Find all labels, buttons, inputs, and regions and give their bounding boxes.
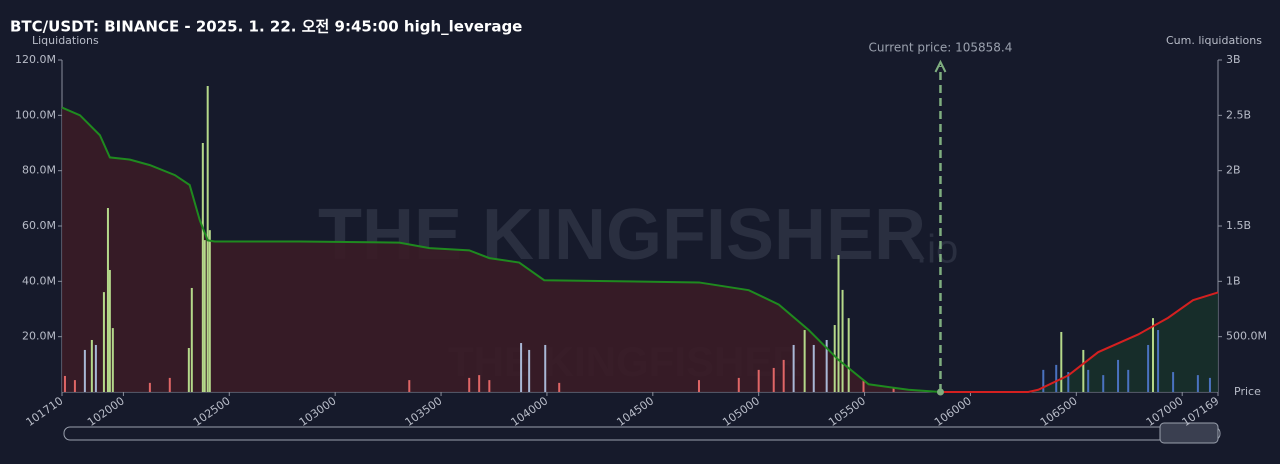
bar <box>1147 344 1150 392</box>
bar <box>782 359 785 392</box>
y2-tick-label: 1.5B <box>1226 219 1251 232</box>
bar <box>1208 377 1211 392</box>
y-tick-label: 100.0M <box>15 108 56 121</box>
y2-axis-label: Cum. liquidations <box>1166 34 1262 47</box>
bar <box>203 240 206 392</box>
y-tick-label: 60.0M <box>22 219 56 232</box>
y-tick-label: 120.0M <box>15 53 56 66</box>
bar <box>862 380 865 392</box>
plot <box>58 59 1222 396</box>
bar <box>1060 331 1063 392</box>
scrollbar[interactable] <box>63 426 1221 441</box>
bar <box>106 208 109 392</box>
bar <box>1151 318 1154 392</box>
cum-area <box>62 107 941 392</box>
y-tick-label: 80.0M <box>22 164 56 177</box>
bar <box>478 375 481 392</box>
bar <box>1067 372 1070 392</box>
bar <box>111 328 114 392</box>
bar <box>757 369 760 392</box>
bar <box>1172 372 1175 392</box>
bar <box>837 255 840 392</box>
current-price-arrow <box>934 59 947 73</box>
bar <box>1082 349 1085 392</box>
bar <box>208 230 211 392</box>
watermark-suffix: .io <box>916 228 958 272</box>
current-price-label: Current price: 105858.4 <box>869 41 1013 55</box>
bar <box>488 380 491 392</box>
bar <box>190 287 193 392</box>
bar <box>737 377 740 392</box>
bar <box>841 289 844 392</box>
bar <box>201 143 204 392</box>
y2-tick-label: 2.5B <box>1226 108 1251 121</box>
y-tick-label: 20.0M <box>22 330 56 343</box>
bar <box>825 339 828 392</box>
bar <box>544 344 547 392</box>
bar <box>1117 359 1120 392</box>
y-tick-label: 40.0M <box>22 274 56 287</box>
bar <box>520 343 523 392</box>
scrollbar-handle[interactable] <box>1159 422 1219 444</box>
bar <box>408 380 411 392</box>
bar <box>697 380 700 392</box>
y2-tick-label: 1B <box>1226 274 1241 287</box>
x-axis-label: Price <box>1234 385 1261 398</box>
cum-line <box>940 291 1219 393</box>
bar <box>1055 364 1058 392</box>
y-axis-label: Liquidations <box>32 34 99 47</box>
bar <box>847 318 850 392</box>
bar <box>63 375 66 392</box>
bar <box>1157 330 1160 392</box>
y2-tick-label: 500.0M <box>1226 330 1267 343</box>
bar <box>528 349 531 392</box>
bar <box>558 382 561 392</box>
bar <box>833 325 836 392</box>
bar <box>73 380 76 392</box>
bar <box>772 367 775 392</box>
bar <box>1042 369 1045 392</box>
bar <box>892 388 895 392</box>
bar <box>468 377 471 392</box>
bar <box>90 339 93 392</box>
bar <box>1196 375 1199 392</box>
bar <box>1102 375 1105 392</box>
bar <box>94 344 97 392</box>
bar <box>812 344 815 392</box>
bar <box>168 377 171 392</box>
bar <box>803 330 806 392</box>
cum-line <box>61 106 941 393</box>
bar <box>1087 369 1090 392</box>
y2-tick-label: 2B <box>1226 164 1241 177</box>
bar <box>102 292 105 392</box>
bar <box>792 344 795 392</box>
bar <box>83 349 86 392</box>
bar <box>187 348 190 392</box>
bar <box>108 269 111 392</box>
y2-tick-label: 3B <box>1226 53 1241 66</box>
bar <box>148 382 151 392</box>
bar <box>1127 369 1130 392</box>
current-price-dot <box>936 388 944 396</box>
chart-title: BTC/USDT: BINANCE - 2025. 1. 22. 오전 9:45… <box>10 18 522 36</box>
